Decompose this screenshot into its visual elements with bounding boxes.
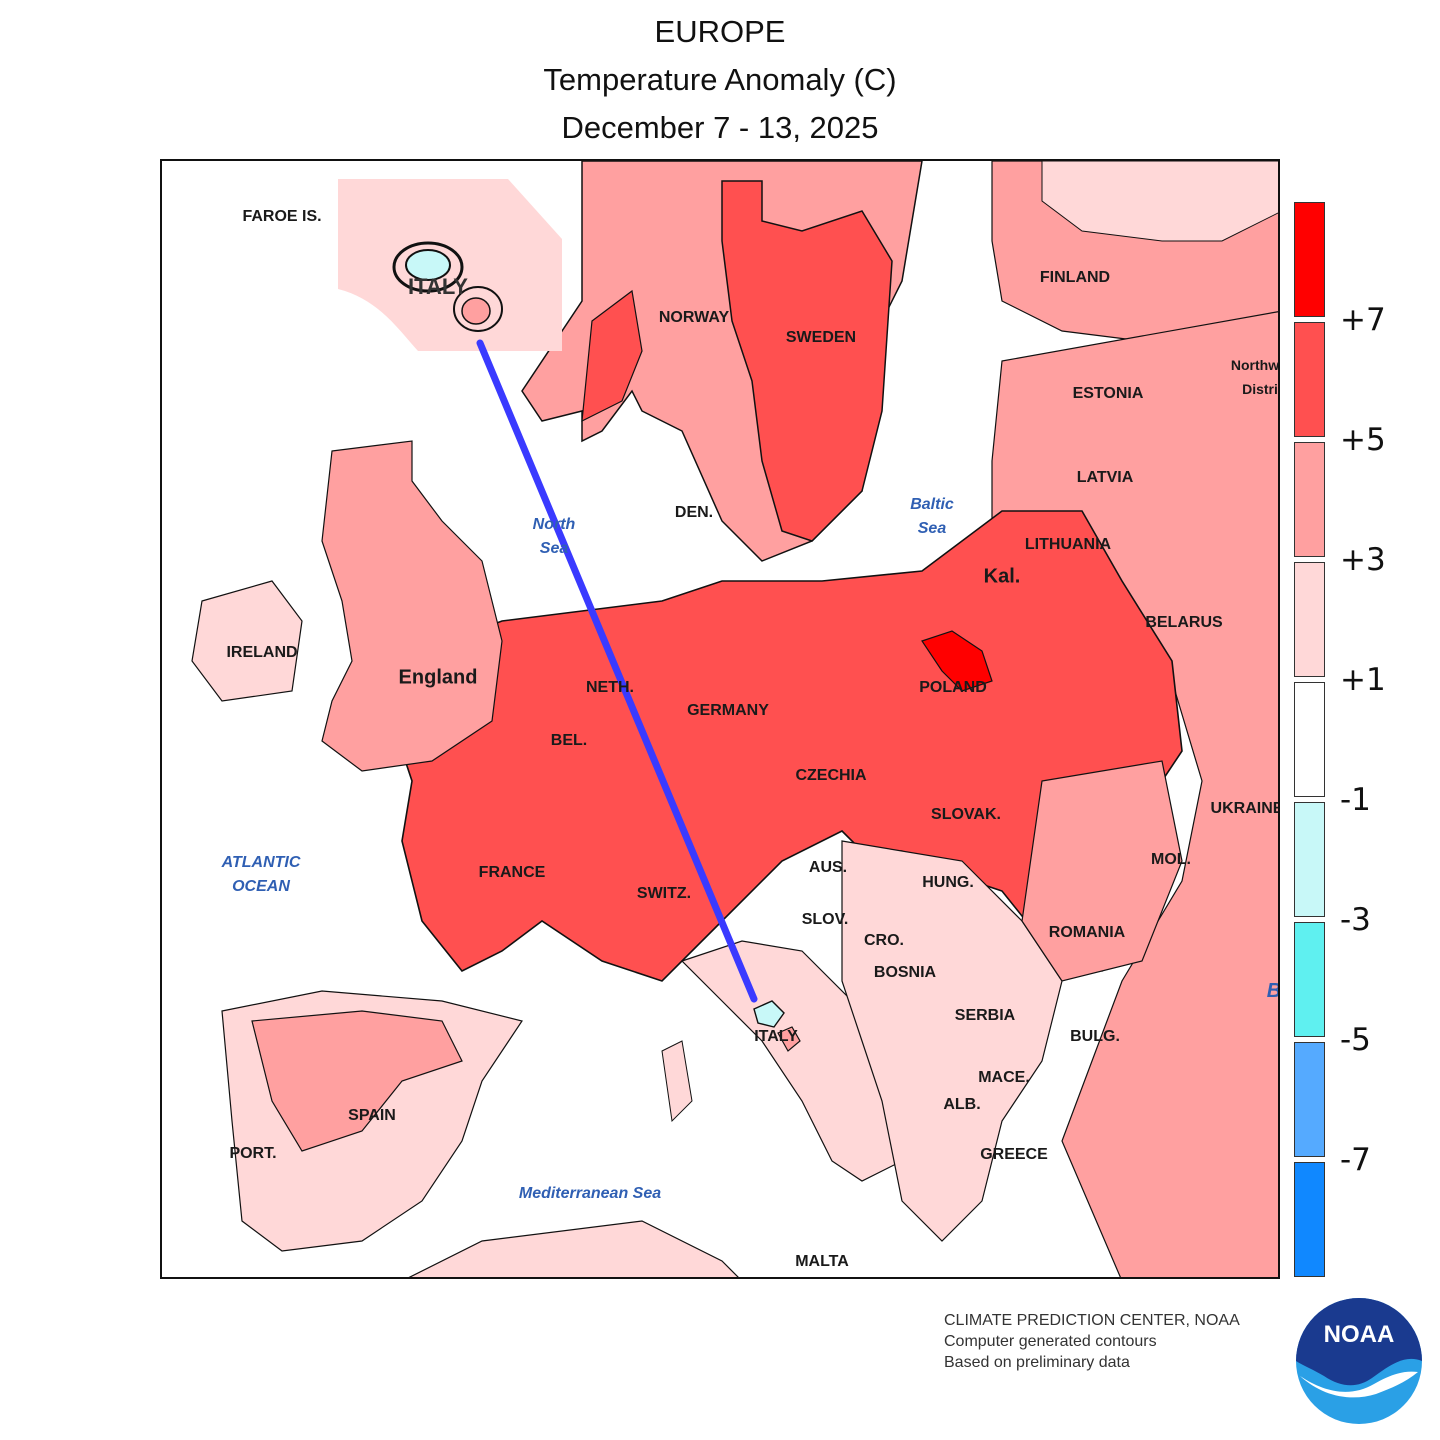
map-title-region: EUROPE [654, 14, 786, 49]
great-britain-land [321, 440, 503, 772]
credit-line-1: CLIMATE PREDICTION CENTER, NOAA [944, 1312, 1240, 1329]
label-italy: ITALY [754, 1028, 798, 1045]
credit-line-3: Based on preliminary data [944, 1354, 1130, 1371]
map-title-block: EUROPE Temperature Anomaly (C) December … [0, 8, 1440, 152]
legend-swatch-3 [1294, 562, 1325, 677]
label-baltic-line1: Baltic [910, 496, 954, 513]
legend-swatch-7 [1294, 1042, 1325, 1157]
map-canvas [191, 161, 1278, 1277]
label-france: FRANCE [478, 864, 546, 881]
label-albania: ALB. [943, 1096, 981, 1113]
label-inset-italy: ITALY [408, 274, 468, 299]
map-frame: FAROE IS. NORWAY SWEDEN FINLAND ESTONIA … [160, 159, 1280, 1279]
label-latvia: LATVIA [1076, 469, 1134, 486]
label-belarus: BELARUS [1145, 614, 1223, 631]
label-slovakia: SLOVAK. [931, 806, 1001, 823]
label-serbia: SERBIA [954, 1007, 1016, 1024]
map-title-dates: December 7 - 13, 2025 [561, 110, 879, 145]
legend-swatch-1 [1294, 322, 1325, 437]
label-switzerland: SWITZ. [636, 885, 692, 902]
label-estonia: ESTONIA [1072, 385, 1144, 402]
legend-tick-label: +3 [1340, 541, 1386, 578]
label-hungary: HUNG. [922, 874, 974, 891]
label-belgium: BEL. [550, 732, 588, 749]
label-bosnia: BOSNIA [873, 964, 937, 981]
label-czechia: CZECHIA [795, 767, 867, 784]
italy-warm-spot [777, 1026, 801, 1052]
legend-tick-label: +7 [1340, 301, 1386, 338]
label-mediterranean: Mediterranean Sea [518, 1185, 662, 1202]
label-moldova: MOL. [1151, 851, 1191, 868]
label-ireland: IRELAND [226, 644, 298, 661]
label-north-sea: North Sea [533, 513, 576, 561]
noaa-logo: NOAA [1296, 1298, 1422, 1424]
credit-block: CLIMATE PREDICTION CENTER, NOAA Computer… [944, 1310, 1240, 1373]
label-north-sea-line1: North [532, 516, 576, 533]
label-malta: MALTA [795, 1253, 849, 1270]
legend-tick-label: +1 [1340, 661, 1386, 698]
label-black-sea-partial: B [1266, 980, 1280, 1002]
sweden-warm-zone [721, 180, 893, 542]
label-bulgaria: BULG. [1070, 1028, 1120, 1045]
romania-warm [1021, 760, 1183, 982]
legend-swatch-4 [1294, 682, 1325, 797]
label-lithuania: LITHUANIA [1024, 536, 1112, 553]
credit-line-2: Computer generated contours [944, 1333, 1157, 1350]
label-sweden: SWEDEN [785, 329, 857, 346]
label-northwest-2: Distri [1242, 381, 1278, 397]
label-finland: FINLAND [1039, 269, 1111, 286]
label-faroe: FAROE IS. [242, 208, 322, 225]
label-norway: NORWAY [658, 309, 730, 326]
label-spain: SPAIN [348, 1107, 396, 1124]
label-romania: ROMANIA [1048, 924, 1126, 941]
label-germany: GERMANY [687, 702, 769, 719]
label-northwest-1: Northw [1230, 357, 1280, 373]
legend-tick-label: -7 [1340, 1141, 1371, 1178]
ireland-land [191, 580, 303, 702]
label-netherlands: NETH. [586, 679, 634, 696]
label-kaliningrad: Kal. [983, 565, 1021, 588]
italy-inset [338, 179, 562, 351]
label-atlantic-line1: ATLANTIC [221, 854, 301, 871]
legend-tick-label: -5 [1340, 1021, 1371, 1058]
legend-tick-label: +5 [1340, 421, 1386, 458]
label-poland: POLAND [919, 679, 987, 696]
label-atlantic: ATLANTIC OCEAN [222, 851, 301, 899]
poland-hot-core [921, 630, 993, 692]
italy-cold-spot [753, 1000, 785, 1028]
label-north-sea-line2: Sea [539, 540, 569, 557]
legend-swatch-5 [1294, 802, 1325, 917]
label-greece: GREECE [980, 1146, 1048, 1163]
legend-swatch-6 [1294, 922, 1325, 1037]
spain-warm [251, 1010, 463, 1152]
label-croatia: CRO. [864, 932, 904, 949]
legend-swatch-2 [1294, 442, 1325, 557]
norway-coast-warm [581, 289, 643, 423]
noaa-logo-text: NOAA [1324, 1321, 1395, 1348]
label-england: England [398, 666, 478, 689]
label-atlantic-line2: OCEAN [232, 878, 290, 895]
label-portugal: PORT. [229, 1145, 277, 1162]
inset-connector-line [476, 339, 758, 1003]
label-ukraine: UKRAINE [1210, 800, 1280, 817]
label-baltic-line2: Sea [917, 520, 947, 537]
label-slovenia: SLOV. [801, 911, 849, 928]
sardinia-land [661, 1040, 693, 1123]
legend-tick-label: -1 [1340, 781, 1371, 818]
label-denmark: DEN. [674, 504, 714, 521]
map-title-variable: Temperature Anomaly (C) [543, 62, 897, 97]
legend-swatch-8 [1294, 1162, 1325, 1277]
label-macedonia: MACE. [978, 1069, 1030, 1086]
label-baltic-sea: Baltic Sea [910, 493, 954, 541]
finland-north-light [1041, 161, 1278, 242]
label-austria: AUS. [808, 859, 848, 876]
legend-tick-label: -3 [1340, 901, 1371, 938]
north-africa-land [408, 1220, 739, 1277]
legend-swatch-0 [1294, 202, 1325, 317]
